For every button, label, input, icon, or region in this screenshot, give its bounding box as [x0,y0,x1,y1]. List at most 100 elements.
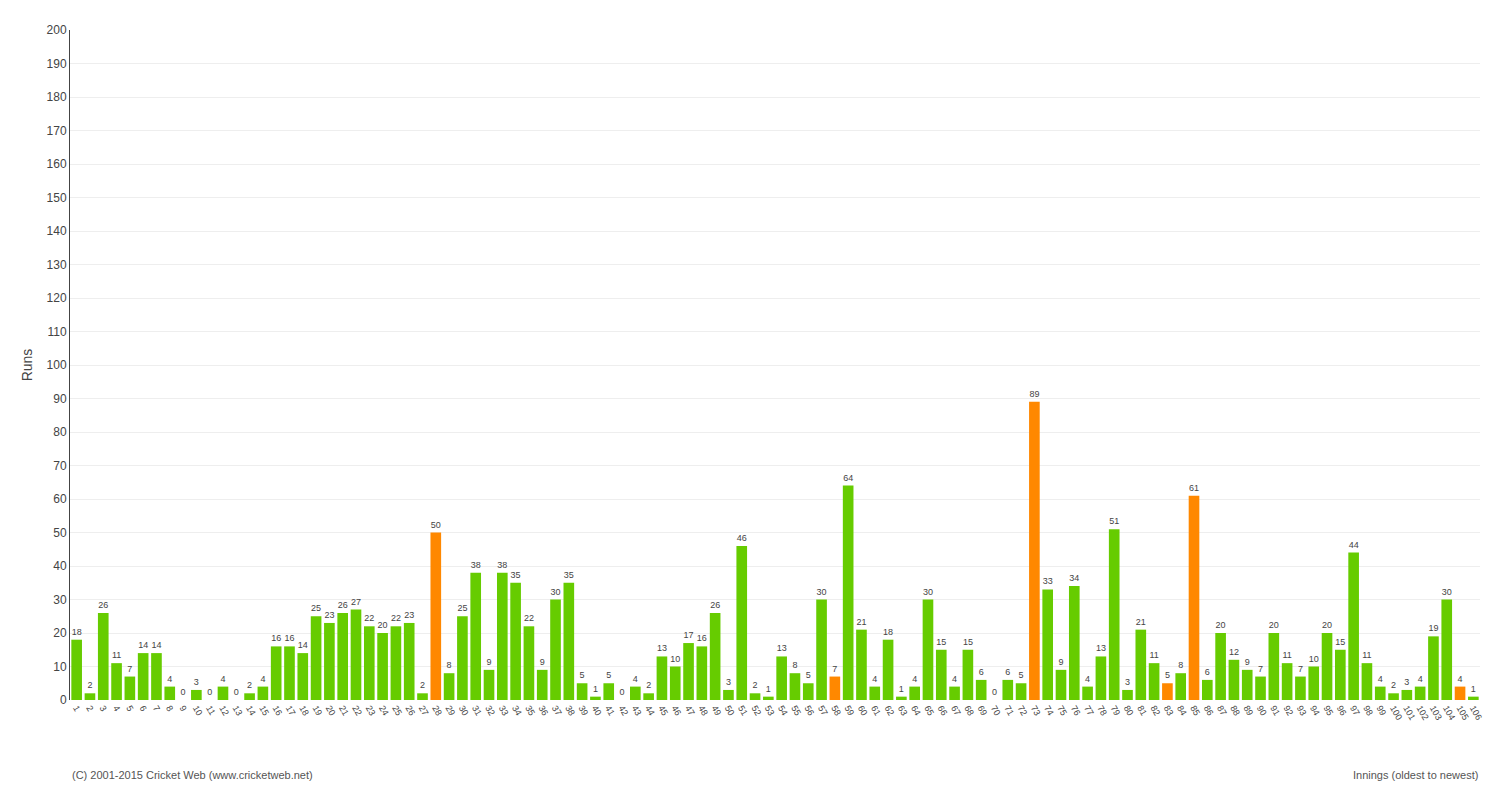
svg-text:5: 5 [806,670,811,680]
svg-text:41: 41 [603,704,617,718]
svg-text:21: 21 [856,617,866,627]
svg-text:38: 38 [497,560,507,570]
svg-text:81: 81 [1135,704,1149,718]
svg-text:6: 6 [1205,667,1210,677]
svg-text:59: 59 [843,704,857,718]
svg-text:36: 36 [537,704,551,718]
svg-text:23: 23 [324,610,334,620]
svg-text:5: 5 [1019,670,1024,680]
svg-text:7: 7 [151,704,162,713]
svg-text:13: 13 [657,643,667,653]
svg-text:27: 27 [417,704,431,718]
svg-text:27: 27 [351,597,361,607]
svg-text:48: 48 [696,704,710,718]
svg-text:16: 16 [697,633,707,643]
svg-text:34: 34 [1069,573,1079,583]
svg-text:16: 16 [284,633,294,643]
svg-text:3: 3 [726,677,731,687]
svg-text:0: 0 [992,687,997,697]
svg-text:4: 4 [633,674,638,684]
svg-text:40: 40 [590,704,604,718]
svg-text:51: 51 [1109,516,1119,526]
svg-text:93: 93 [1295,704,1309,718]
svg-text:2: 2 [247,680,252,690]
svg-text:25: 25 [390,704,404,718]
svg-text:4: 4 [220,674,225,684]
svg-text:4: 4 [111,704,122,713]
svg-text:3: 3 [98,704,109,713]
svg-text:65: 65 [922,704,936,718]
svg-text:58: 58 [829,704,843,718]
svg-text:0: 0 [60,693,67,707]
svg-text:20: 20 [1322,620,1332,630]
svg-text:0: 0 [181,687,186,697]
svg-text:46: 46 [670,704,684,718]
svg-text:24: 24 [377,704,391,718]
svg-text:11: 11 [1282,650,1291,660]
svg-text:8: 8 [1178,660,1183,670]
svg-text:30: 30 [817,587,827,597]
svg-text:86: 86 [1202,704,1216,718]
svg-text:200: 200 [47,23,67,37]
svg-text:14: 14 [244,704,258,718]
svg-text:69: 69 [976,704,990,718]
svg-text:57: 57 [816,704,830,718]
svg-text:21: 21 [1136,617,1146,627]
svg-text:90: 90 [53,392,67,406]
svg-text:50: 50 [723,704,737,718]
svg-text:15: 15 [1335,637,1345,647]
svg-text:38: 38 [563,704,577,718]
svg-text:46: 46 [737,533,747,543]
svg-text:35: 35 [523,704,537,718]
svg-text:140: 140 [47,224,67,238]
svg-text:18: 18 [883,627,893,637]
svg-text:50: 50 [431,520,441,530]
svg-text:88: 88 [1228,704,1242,718]
svg-text:15: 15 [963,637,973,647]
svg-text:4: 4 [1378,674,1383,684]
svg-text:91: 91 [1268,704,1282,718]
svg-text:4: 4 [260,674,265,684]
svg-text:14: 14 [138,640,148,650]
svg-text:17: 17 [684,630,694,640]
svg-text:10: 10 [53,660,67,674]
svg-text:9: 9 [1245,657,1250,667]
svg-text:73: 73 [1029,704,1043,718]
svg-text:150: 150 [47,191,67,205]
svg-text:53: 53 [763,704,777,718]
svg-text:40: 40 [53,559,67,573]
svg-text:19: 19 [310,704,324,718]
svg-text:2: 2 [87,680,92,690]
svg-text:5: 5 [124,704,135,713]
svg-text:89: 89 [1242,704,1256,718]
svg-text:43: 43 [630,704,644,718]
svg-text:80: 80 [1122,704,1136,718]
svg-text:21: 21 [337,704,351,718]
svg-text:1: 1 [1471,684,1476,694]
svg-text:96: 96 [1335,704,1349,718]
svg-text:103: 103 [1428,704,1444,722]
svg-text:15: 15 [257,704,271,718]
svg-text:22: 22 [391,613,401,623]
svg-text:25: 25 [457,603,467,613]
svg-text:30: 30 [923,587,933,597]
svg-text:2: 2 [646,680,651,690]
svg-text:49: 49 [710,704,724,718]
svg-text:13: 13 [777,643,787,653]
svg-text:104: 104 [1441,704,1457,722]
svg-text:100: 100 [47,358,67,372]
svg-text:35: 35 [564,570,574,580]
svg-text:12: 12 [217,704,231,718]
svg-text:7: 7 [1258,664,1263,674]
svg-text:13: 13 [1096,643,1106,653]
svg-text:44: 44 [1349,540,1359,550]
svg-text:80: 80 [53,425,67,439]
svg-text:106: 106 [1468,704,1484,722]
svg-text:10: 10 [1309,654,1319,664]
svg-text:63: 63 [896,704,910,718]
svg-text:190: 190 [47,57,67,71]
svg-text:23: 23 [364,704,378,718]
svg-text:6: 6 [138,704,149,713]
svg-text:2: 2 [420,680,425,690]
svg-text:30: 30 [1442,587,1452,597]
